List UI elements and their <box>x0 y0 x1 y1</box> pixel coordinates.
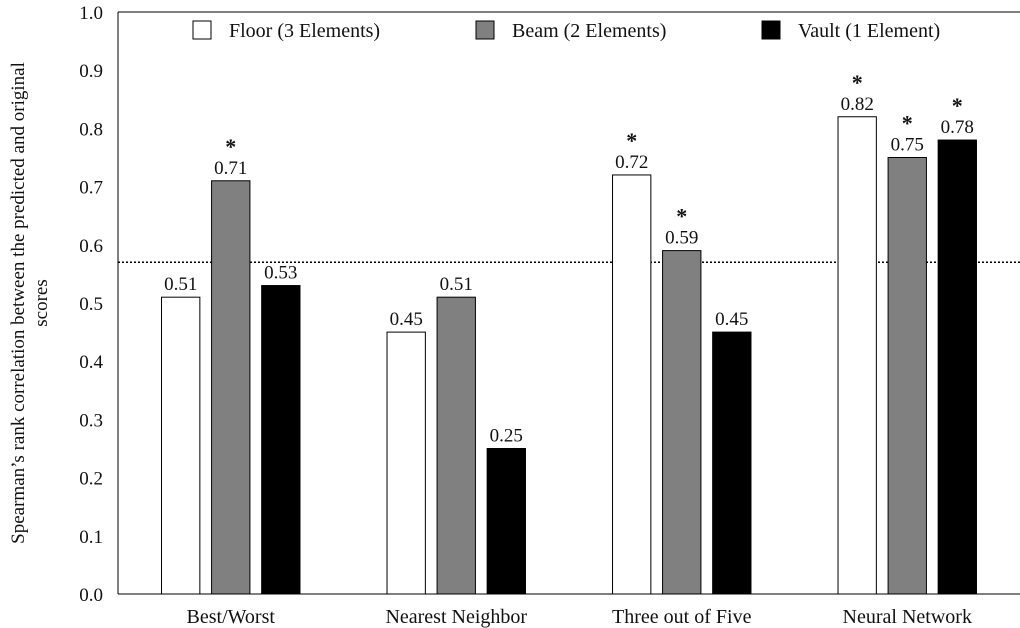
y-tick-label: 0.0 <box>79 585 103 606</box>
y-tick-label: 0.5 <box>79 294 103 315</box>
y-tick-label: 0.3 <box>79 410 103 431</box>
bar <box>211 180 251 595</box>
legend: Floor (3 Elements) Beam (2 Elements) Vault… <box>192 20 940 42</box>
y-tick-label: 0.4 <box>79 352 103 373</box>
y-tick-label: 0.2 <box>79 469 103 490</box>
bar <box>887 157 927 595</box>
legend-swatch <box>192 20 212 40</box>
x-tick-label: Nearest Neighbor <box>385 606 527 628</box>
y-tick-label: 0.6 <box>79 236 103 257</box>
significance-star: * <box>852 70 863 95</box>
bar <box>161 296 201 595</box>
data-label: 0.25 <box>490 426 523 447</box>
legend-label: Vault (1 Element) <box>798 20 940 42</box>
data-label: 0.45 <box>715 309 748 330</box>
bar <box>261 285 301 595</box>
data-label: 0.45 <box>390 309 423 330</box>
bar <box>486 448 526 595</box>
y-axis: 0.0 0.1 0.2 0.3 0.4 0.5 0.6 0.7 0.8 0.9 1.0 <box>79 3 103 606</box>
y-tick-label: 1.0 <box>79 3 103 24</box>
data-label: 0.72 <box>615 152 648 173</box>
bar <box>712 331 752 595</box>
bar <box>837 116 877 595</box>
data-label: 0.51 <box>164 274 197 295</box>
legend-swatch <box>761 20 781 40</box>
y-tick-label: 0.1 <box>79 527 103 548</box>
significance-star: * <box>676 204 687 229</box>
data-label: 0.59 <box>665 228 698 249</box>
y-tick-label: 0.9 <box>79 61 103 82</box>
y-tick-label: 0.8 <box>79 119 103 140</box>
data-label: 0.78 <box>941 117 974 138</box>
data-label: 0.82 <box>841 94 874 115</box>
data-label: 0.71 <box>214 158 247 179</box>
bar <box>937 139 977 595</box>
significance-star: * <box>952 93 963 118</box>
y-axis-title-line-1: Spearman’s rank correlation between the … <box>8 62 29 544</box>
bar <box>386 331 426 595</box>
y-axis-title-line-2: scores <box>31 279 52 326</box>
data-label: 0.51 <box>440 274 473 295</box>
significance-star: * <box>626 128 637 153</box>
data-label: 0.75 <box>891 135 924 156</box>
bars: 0.510.71*0.530.450.510.250.72*0.59*0.450… <box>161 70 977 595</box>
bar <box>436 296 476 595</box>
plot-area <box>117 11 1020 595</box>
legend-swatch <box>475 20 495 40</box>
significance-star: * <box>225 134 236 159</box>
significance-star: * <box>902 111 913 136</box>
x-tick-label: Three out of Five <box>612 606 752 628</box>
bar <box>612 174 652 595</box>
y-tick-label: 0.7 <box>79 178 103 199</box>
x-tick-label: Best/Worst <box>187 606 276 628</box>
legend-label: Floor (3 Elements) <box>229 20 380 42</box>
data-label: 0.53 <box>264 263 297 284</box>
legend-label: Beam (2 Elements) <box>512 20 666 42</box>
x-axis: Best/Worst Nearest Neighbor Three out of F… <box>187 606 972 628</box>
bar <box>662 250 702 595</box>
x-tick-label: Neural Network <box>843 606 972 628</box>
